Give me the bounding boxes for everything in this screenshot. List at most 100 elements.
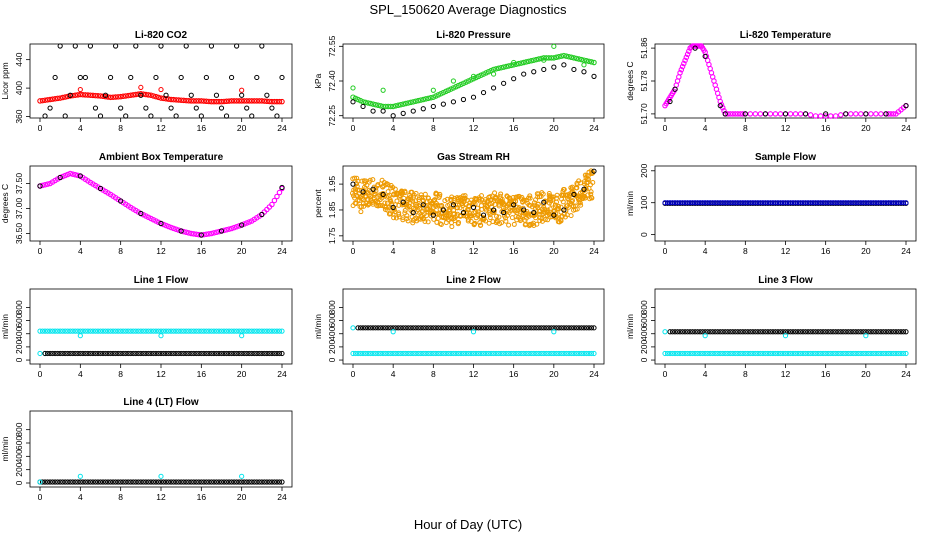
x-tick-label: 0 <box>351 123 356 133</box>
data-point <box>554 192 560 198</box>
data-point <box>102 328 109 334</box>
data-point <box>95 328 101 334</box>
data-point <box>102 92 109 98</box>
data-point <box>203 74 209 81</box>
x-tick-label: 24 <box>901 123 911 133</box>
data-point <box>398 350 404 357</box>
data-point <box>433 350 439 357</box>
data-point <box>863 111 869 117</box>
series-3 <box>42 350 285 357</box>
data-point <box>208 43 215 49</box>
series-2 <box>350 350 597 357</box>
data-point <box>538 350 544 357</box>
data-point <box>684 350 691 357</box>
data-point <box>762 111 769 117</box>
data-point <box>681 60 687 67</box>
data-point <box>820 200 826 206</box>
data-point <box>558 350 564 357</box>
x-tick-label: 12 <box>781 123 791 133</box>
data-point <box>545 217 551 223</box>
data-point <box>511 202 517 208</box>
x-tick-label: 12 <box>156 369 166 379</box>
data-point <box>226 479 232 485</box>
data-point <box>541 57 547 63</box>
data-point <box>581 62 587 68</box>
x-tick-label: 4 <box>391 369 396 379</box>
data-point <box>582 195 588 201</box>
data-point <box>722 329 728 335</box>
data-point <box>576 56 582 62</box>
data-point <box>553 350 559 357</box>
data-point <box>551 329 557 335</box>
data-point <box>221 227 227 234</box>
data-point <box>684 51 691 58</box>
data-point <box>450 350 457 357</box>
data-point <box>581 325 587 331</box>
data-point <box>717 329 723 335</box>
data-point <box>473 196 479 202</box>
data-point <box>110 479 116 485</box>
data-point <box>813 200 819 206</box>
data-point <box>57 350 63 357</box>
data-point <box>65 350 71 357</box>
data-point <box>830 329 836 335</box>
data-point <box>767 329 774 335</box>
data-point <box>188 98 195 104</box>
data-point <box>817 113 824 119</box>
data-point <box>865 200 871 206</box>
data-point <box>583 325 590 331</box>
data-point <box>176 350 182 357</box>
data-point <box>100 479 106 485</box>
data-point <box>102 479 109 485</box>
data-point <box>110 350 116 357</box>
data-point <box>797 329 804 335</box>
data-point <box>548 350 554 357</box>
data-point <box>566 204 572 210</box>
data-point <box>818 350 824 357</box>
data-point <box>463 325 469 331</box>
data-point <box>679 329 686 335</box>
data-point <box>843 200 849 206</box>
data-point <box>687 329 693 335</box>
data-point <box>496 325 502 331</box>
data-point <box>511 221 517 227</box>
data-point <box>382 200 388 206</box>
data-point <box>203 98 210 105</box>
data-point <box>271 350 278 357</box>
data-point <box>367 325 374 331</box>
data-point <box>475 350 482 357</box>
data-point <box>667 329 673 335</box>
data-point <box>454 213 460 219</box>
data-point <box>201 231 207 238</box>
data-point <box>383 182 389 188</box>
data-point <box>70 479 76 485</box>
data-point <box>468 325 474 331</box>
data-point <box>183 328 189 334</box>
data-point <box>717 103 723 109</box>
data-point <box>518 60 524 66</box>
data-point <box>721 108 727 114</box>
data-point <box>742 200 748 206</box>
data-point <box>797 111 804 117</box>
data-point <box>211 230 217 236</box>
data-point <box>730 350 736 357</box>
data-point <box>175 227 182 233</box>
data-point <box>570 203 576 209</box>
data-point <box>269 105 275 111</box>
x-tick-label: 4 <box>703 246 708 256</box>
data-point <box>163 328 169 334</box>
data-point <box>730 200 736 206</box>
data-point <box>261 350 267 357</box>
data-point <box>556 350 562 357</box>
data-point <box>163 92 169 98</box>
data-point <box>667 200 673 206</box>
data-point <box>55 328 61 334</box>
data-point <box>458 213 464 219</box>
series-0 <box>662 43 909 119</box>
data-point <box>158 86 164 93</box>
data-point <box>279 479 285 485</box>
data-point <box>44 350 51 357</box>
data-point <box>692 45 698 51</box>
data-point <box>92 350 99 357</box>
data-point <box>898 350 904 357</box>
